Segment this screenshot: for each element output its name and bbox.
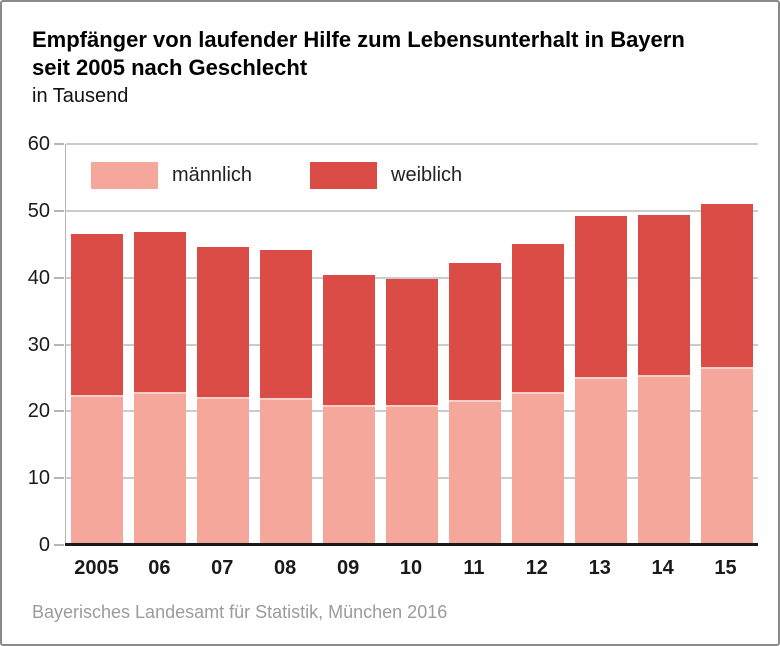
bar-13-maennlich bbox=[574, 376, 627, 545]
y-axis-tick-60 bbox=[54, 143, 64, 145]
y-axis-tick-50 bbox=[54, 209, 64, 212]
bar-10-maennlich bbox=[386, 405, 438, 545]
x-axis-label-10: 10 bbox=[399, 557, 423, 579]
y-axis-label-20: 20 bbox=[27, 400, 50, 423]
bar-14-maennlich bbox=[637, 374, 690, 545]
chart-title-line2: seit 2005 nach Geschlecht bbox=[32, 55, 308, 80]
x-axis-label-2005: 2005 bbox=[74, 557, 119, 579]
bar-08-maennlich bbox=[260, 397, 313, 545]
bar-13-weiblich bbox=[574, 215, 627, 377]
legend-label-weiblich: weiblich bbox=[391, 164, 463, 186]
bar-15-weiblich bbox=[700, 203, 753, 367]
chart-subtitle: in Tausend bbox=[32, 85, 129, 107]
x-axis-label-14: 14 bbox=[651, 557, 674, 579]
x-axis-label-12: 12 bbox=[525, 557, 548, 579]
y-axis-tick-20 bbox=[54, 410, 64, 413]
plot-area: männlich weiblich bbox=[65, 143, 758, 546]
bar-06-maennlich bbox=[134, 391, 187, 545]
y-axis-label-30: 30 bbox=[27, 333, 50, 356]
y-axis-label-40: 40 bbox=[27, 266, 50, 289]
x-axis-baseline bbox=[65, 543, 758, 546]
legend-label-maennlich: männlich bbox=[172, 164, 253, 186]
bar-2005-weiblich bbox=[71, 233, 124, 396]
bar-07-maennlich bbox=[197, 397, 250, 545]
bar-14-weiblich bbox=[637, 214, 690, 375]
legend-swatch-maennlich bbox=[91, 162, 158, 189]
x-axis-label-09: 09 bbox=[336, 557, 360, 579]
chart-title-line1: Empfänger von laufender Hilfe zum Lebens… bbox=[32, 27, 685, 52]
gridline-50 bbox=[66, 209, 758, 212]
source-credit: Bayerisches Landesamt für Statistik, Mün… bbox=[32, 602, 448, 622]
gridline-60 bbox=[66, 143, 758, 145]
x-axis-label-15: 15 bbox=[714, 557, 737, 579]
legend-swatch-weiblich bbox=[310, 162, 377, 189]
y-axis-tick-30 bbox=[54, 343, 64, 346]
bar-09-weiblich bbox=[323, 275, 376, 405]
bar-2005-maennlich bbox=[71, 395, 124, 545]
bar-11-weiblich bbox=[448, 262, 501, 400]
bar-11-maennlich bbox=[448, 399, 501, 545]
bar-09-maennlich bbox=[323, 404, 376, 545]
legend-item-maennlich: männlich bbox=[91, 162, 252, 189]
x-axis-label-06: 06 bbox=[148, 557, 171, 579]
bar-07-weiblich bbox=[197, 246, 250, 398]
bar-12-maennlich bbox=[511, 391, 564, 545]
gridline-40 bbox=[66, 276, 758, 279]
x-axis-label-07: 07 bbox=[211, 557, 234, 579]
y-axis-tick-0 bbox=[54, 544, 64, 546]
bar-06-weiblich bbox=[134, 231, 187, 392]
y-axis-label-10: 10 bbox=[27, 467, 50, 490]
y-axis-label-50: 50 bbox=[27, 199, 50, 222]
x-axis-label-08: 08 bbox=[274, 557, 297, 579]
bar-12-weiblich bbox=[511, 243, 564, 392]
x-axis-label-13: 13 bbox=[588, 557, 611, 579]
y-axis-tick-10 bbox=[54, 477, 64, 480]
y-axis-label-0: 0 bbox=[38, 534, 50, 556]
bar-10-weiblich bbox=[386, 279, 438, 406]
bar-08-weiblich bbox=[260, 249, 313, 398]
y-axis-label-60: 60 bbox=[27, 133, 50, 155]
legend-item-weiblich: weiblich bbox=[310, 162, 462, 189]
bar-15-maennlich bbox=[700, 366, 753, 545]
y-axis-tick-40 bbox=[54, 276, 64, 279]
x-axis-label-11: 11 bbox=[463, 557, 485, 579]
